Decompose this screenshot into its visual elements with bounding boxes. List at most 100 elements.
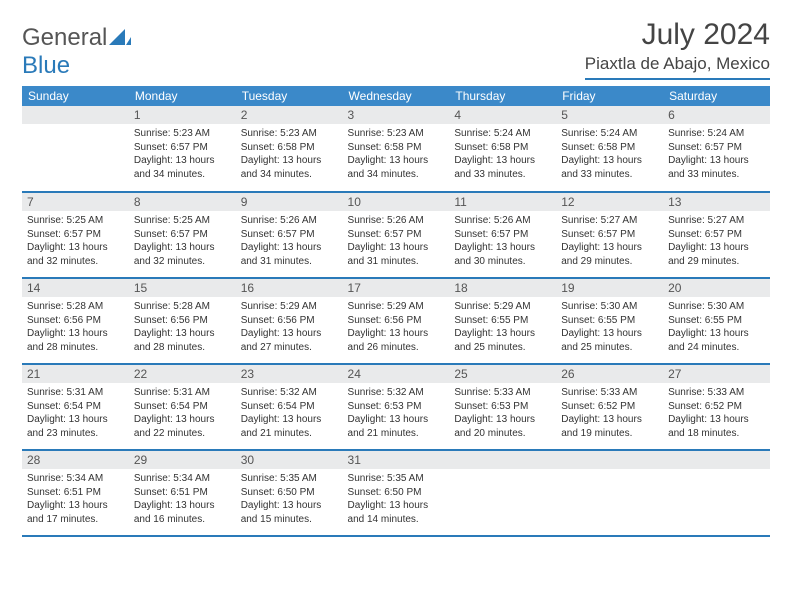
day-number: 10 [343, 193, 450, 211]
day-number [449, 451, 556, 469]
logo-word1: General [22, 24, 107, 51]
day-number: 28 [22, 451, 129, 469]
week-row: 14Sunrise: 5:28 AMSunset: 6:56 PMDayligh… [22, 278, 770, 364]
day-cell [556, 450, 663, 536]
title-block: July 2024 Piaxtla de Abajo, Mexico [585, 18, 770, 80]
day-body: Sunrise: 5:31 AMSunset: 6:54 PMDaylight:… [129, 383, 236, 444]
day-cell: 15Sunrise: 5:28 AMSunset: 6:56 PMDayligh… [129, 278, 236, 364]
day-cell: 2Sunrise: 5:23 AMSunset: 6:58 PMDaylight… [236, 106, 343, 192]
day-body: Sunrise: 5:32 AMSunset: 6:53 PMDaylight:… [343, 383, 450, 444]
day-number: 11 [449, 193, 556, 211]
day-number: 5 [556, 106, 663, 124]
day-cell: 25Sunrise: 5:33 AMSunset: 6:53 PMDayligh… [449, 364, 556, 450]
day-body: Sunrise: 5:34 AMSunset: 6:51 PMDaylight:… [129, 469, 236, 530]
week-row: 21Sunrise: 5:31 AMSunset: 6:54 PMDayligh… [22, 364, 770, 450]
day-number: 15 [129, 279, 236, 297]
dow-friday: Friday [556, 86, 663, 106]
day-number: 17 [343, 279, 450, 297]
day-body: Sunrise: 5:26 AMSunset: 6:57 PMDaylight:… [343, 211, 450, 272]
day-cell: 13Sunrise: 5:27 AMSunset: 6:57 PMDayligh… [663, 192, 770, 278]
day-body: Sunrise: 5:24 AMSunset: 6:57 PMDaylight:… [663, 124, 770, 185]
day-number [556, 451, 663, 469]
day-cell: 7Sunrise: 5:25 AMSunset: 6:57 PMDaylight… [22, 192, 129, 278]
month-title: July 2024 [585, 18, 770, 52]
day-number: 3 [343, 106, 450, 124]
day-cell: 10Sunrise: 5:26 AMSunset: 6:57 PMDayligh… [343, 192, 450, 278]
day-number: 23 [236, 365, 343, 383]
day-body: Sunrise: 5:24 AMSunset: 6:58 PMDaylight:… [556, 124, 663, 185]
week-row: 7Sunrise: 5:25 AMSunset: 6:57 PMDaylight… [22, 192, 770, 278]
day-body: Sunrise: 5:23 AMSunset: 6:58 PMDaylight:… [236, 124, 343, 185]
day-cell: 12Sunrise: 5:27 AMSunset: 6:57 PMDayligh… [556, 192, 663, 278]
logo-sail-icon [109, 24, 131, 52]
day-cell: 1Sunrise: 5:23 AMSunset: 6:57 PMDaylight… [129, 106, 236, 192]
day-number: 19 [556, 279, 663, 297]
logo: GeneralBlue [22, 18, 131, 80]
dow-monday: Monday [129, 86, 236, 106]
day-body: Sunrise: 5:26 AMSunset: 6:57 PMDaylight:… [449, 211, 556, 272]
day-number: 20 [663, 279, 770, 297]
day-body: Sunrise: 5:28 AMSunset: 6:56 PMDaylight:… [129, 297, 236, 358]
day-cell: 11Sunrise: 5:26 AMSunset: 6:57 PMDayligh… [449, 192, 556, 278]
day-cell [22, 106, 129, 192]
day-body: Sunrise: 5:29 AMSunset: 6:56 PMDaylight:… [343, 297, 450, 358]
day-number: 16 [236, 279, 343, 297]
day-cell: 8Sunrise: 5:25 AMSunset: 6:57 PMDaylight… [129, 192, 236, 278]
day-body: Sunrise: 5:33 AMSunset: 6:52 PMDaylight:… [663, 383, 770, 444]
day-body: Sunrise: 5:27 AMSunset: 6:57 PMDaylight:… [556, 211, 663, 272]
day-body: Sunrise: 5:27 AMSunset: 6:57 PMDaylight:… [663, 211, 770, 272]
day-number: 4 [449, 106, 556, 124]
day-number: 24 [343, 365, 450, 383]
day-number: 14 [22, 279, 129, 297]
day-number: 22 [129, 365, 236, 383]
dow-tuesday: Tuesday [236, 86, 343, 106]
dow-row: Sunday Monday Tuesday Wednesday Thursday… [22, 86, 770, 106]
day-cell: 18Sunrise: 5:29 AMSunset: 6:55 PMDayligh… [449, 278, 556, 364]
logo-text: GeneralBlue [22, 24, 131, 80]
day-cell: 19Sunrise: 5:30 AMSunset: 6:55 PMDayligh… [556, 278, 663, 364]
day-body: Sunrise: 5:30 AMSunset: 6:55 PMDaylight:… [663, 297, 770, 358]
day-cell: 31Sunrise: 5:35 AMSunset: 6:50 PMDayligh… [343, 450, 450, 536]
day-cell: 20Sunrise: 5:30 AMSunset: 6:55 PMDayligh… [663, 278, 770, 364]
day-body: Sunrise: 5:30 AMSunset: 6:55 PMDaylight:… [556, 297, 663, 358]
calendar-page: GeneralBlue July 2024 Piaxtla de Abajo, … [0, 0, 792, 555]
day-number: 30 [236, 451, 343, 469]
day-number: 9 [236, 193, 343, 211]
day-cell: 22Sunrise: 5:31 AMSunset: 6:54 PMDayligh… [129, 364, 236, 450]
day-cell: 30Sunrise: 5:35 AMSunset: 6:50 PMDayligh… [236, 450, 343, 536]
day-body: Sunrise: 5:29 AMSunset: 6:56 PMDaylight:… [236, 297, 343, 358]
day-cell: 6Sunrise: 5:24 AMSunset: 6:57 PMDaylight… [663, 106, 770, 192]
day-body: Sunrise: 5:33 AMSunset: 6:53 PMDaylight:… [449, 383, 556, 444]
day-number: 6 [663, 106, 770, 124]
day-body: Sunrise: 5:35 AMSunset: 6:50 PMDaylight:… [236, 469, 343, 530]
day-body: Sunrise: 5:24 AMSunset: 6:58 PMDaylight:… [449, 124, 556, 185]
day-body: Sunrise: 5:23 AMSunset: 6:58 PMDaylight:… [343, 124, 450, 185]
dow-thursday: Thursday [449, 86, 556, 106]
day-cell [449, 450, 556, 536]
day-number: 26 [556, 365, 663, 383]
day-cell: 21Sunrise: 5:31 AMSunset: 6:54 PMDayligh… [22, 364, 129, 450]
week-row: 28Sunrise: 5:34 AMSunset: 6:51 PMDayligh… [22, 450, 770, 536]
logo-word2: Blue [22, 52, 70, 79]
location: Piaxtla de Abajo, Mexico [585, 54, 770, 80]
day-body: Sunrise: 5:29 AMSunset: 6:55 PMDaylight:… [449, 297, 556, 358]
calendar-body: 1Sunrise: 5:23 AMSunset: 6:57 PMDaylight… [22, 106, 770, 536]
day-cell: 9Sunrise: 5:26 AMSunset: 6:57 PMDaylight… [236, 192, 343, 278]
day-number [663, 451, 770, 469]
day-cell: 29Sunrise: 5:34 AMSunset: 6:51 PMDayligh… [129, 450, 236, 536]
dow-wednesday: Wednesday [343, 86, 450, 106]
day-body: Sunrise: 5:32 AMSunset: 6:54 PMDaylight:… [236, 383, 343, 444]
dow-saturday: Saturday [663, 86, 770, 106]
day-cell: 23Sunrise: 5:32 AMSunset: 6:54 PMDayligh… [236, 364, 343, 450]
day-number: 7 [22, 193, 129, 211]
dow-sunday: Sunday [22, 86, 129, 106]
day-cell [663, 450, 770, 536]
calendar-table: Sunday Monday Tuesday Wednesday Thursday… [22, 86, 770, 537]
day-cell: 4Sunrise: 5:24 AMSunset: 6:58 PMDaylight… [449, 106, 556, 192]
day-body: Sunrise: 5:35 AMSunset: 6:50 PMDaylight:… [343, 469, 450, 530]
day-number: 31 [343, 451, 450, 469]
header: GeneralBlue July 2024 Piaxtla de Abajo, … [22, 18, 770, 80]
day-body: Sunrise: 5:28 AMSunset: 6:56 PMDaylight:… [22, 297, 129, 358]
day-number: 8 [129, 193, 236, 211]
day-body: Sunrise: 5:31 AMSunset: 6:54 PMDaylight:… [22, 383, 129, 444]
